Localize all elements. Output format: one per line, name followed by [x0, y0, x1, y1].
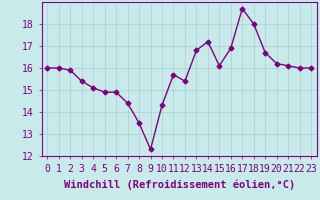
- X-axis label: Windchill (Refroidissement éolien,°C): Windchill (Refroidissement éolien,°C): [64, 179, 295, 190]
